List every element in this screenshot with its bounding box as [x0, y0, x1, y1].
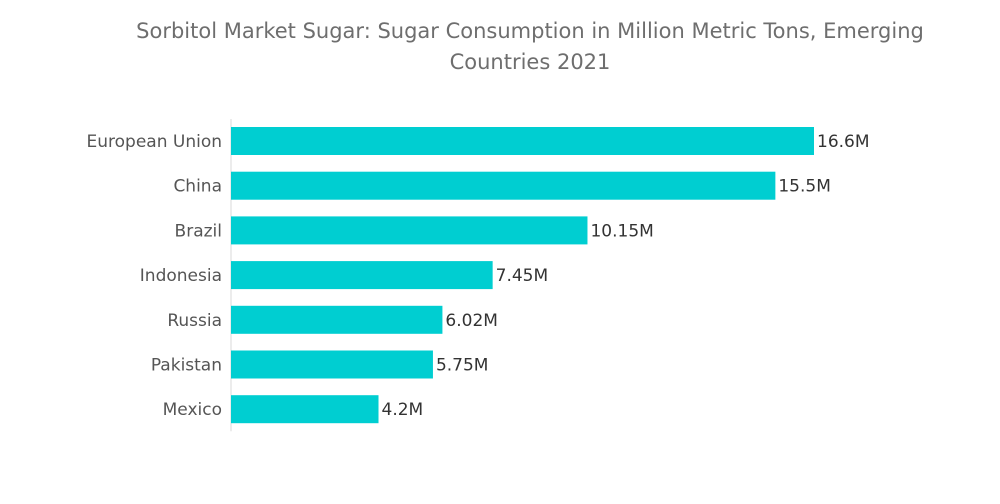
category-label: China	[173, 177, 222, 197]
data-label: 7.45M	[496, 266, 549, 286]
bar	[231, 350, 433, 379]
bar	[231, 216, 588, 245]
bar	[231, 261, 493, 290]
bar	[231, 395, 379, 424]
category-label: Mexico	[163, 400, 222, 420]
category-label: Indonesia	[140, 266, 222, 286]
data-label: 10.15M	[590, 221, 653, 241]
bars-layer: European Union 16.6M China 15.5M Brazil 10.15…	[87, 119, 870, 432]
category-label: European Union	[87, 132, 223, 152]
bar	[231, 171, 776, 200]
bar	[231, 305, 443, 334]
data-label: 6.02M	[445, 311, 498, 331]
category-label: Brazil	[175, 221, 222, 241]
category-label: Pakistan	[151, 356, 222, 376]
category-label: Russia	[167, 311, 222, 331]
data-label: 5.75M	[436, 356, 489, 376]
chart-title: Sorbitol Market Sugar: Sugar Consumption…	[136, 19, 924, 74]
data-label: 16.6M	[817, 132, 870, 152]
data-label: 15.5M	[778, 177, 831, 197]
data-label: 4.2M	[382, 400, 424, 420]
bar	[231, 127, 814, 155]
